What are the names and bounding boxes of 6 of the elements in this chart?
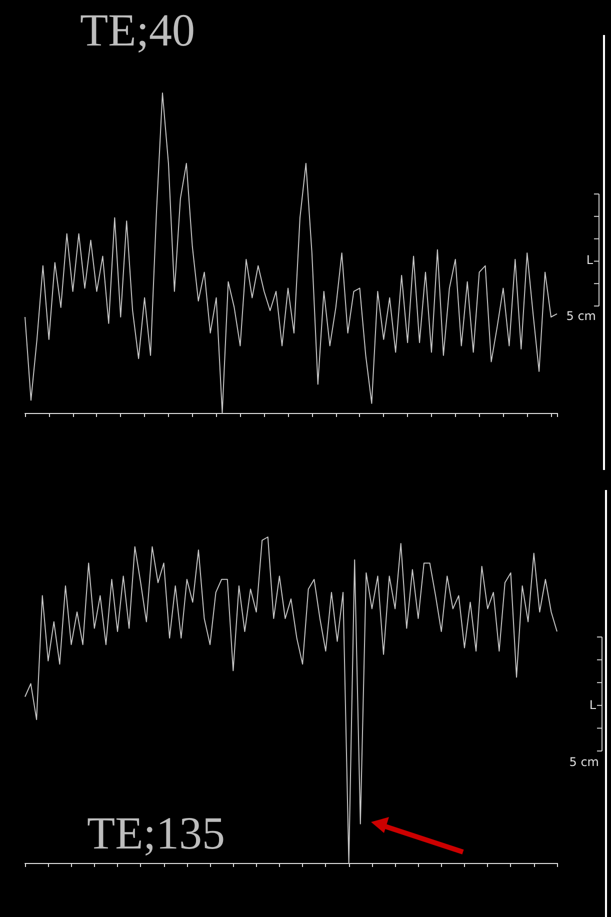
text: L (586, 253, 594, 267)
text: L (589, 698, 596, 712)
text: 5 cm (569, 755, 599, 769)
text: TE;135 (87, 808, 225, 858)
text: 5 cm (566, 309, 596, 323)
chart-title: TE;40 (80, 4, 195, 56)
